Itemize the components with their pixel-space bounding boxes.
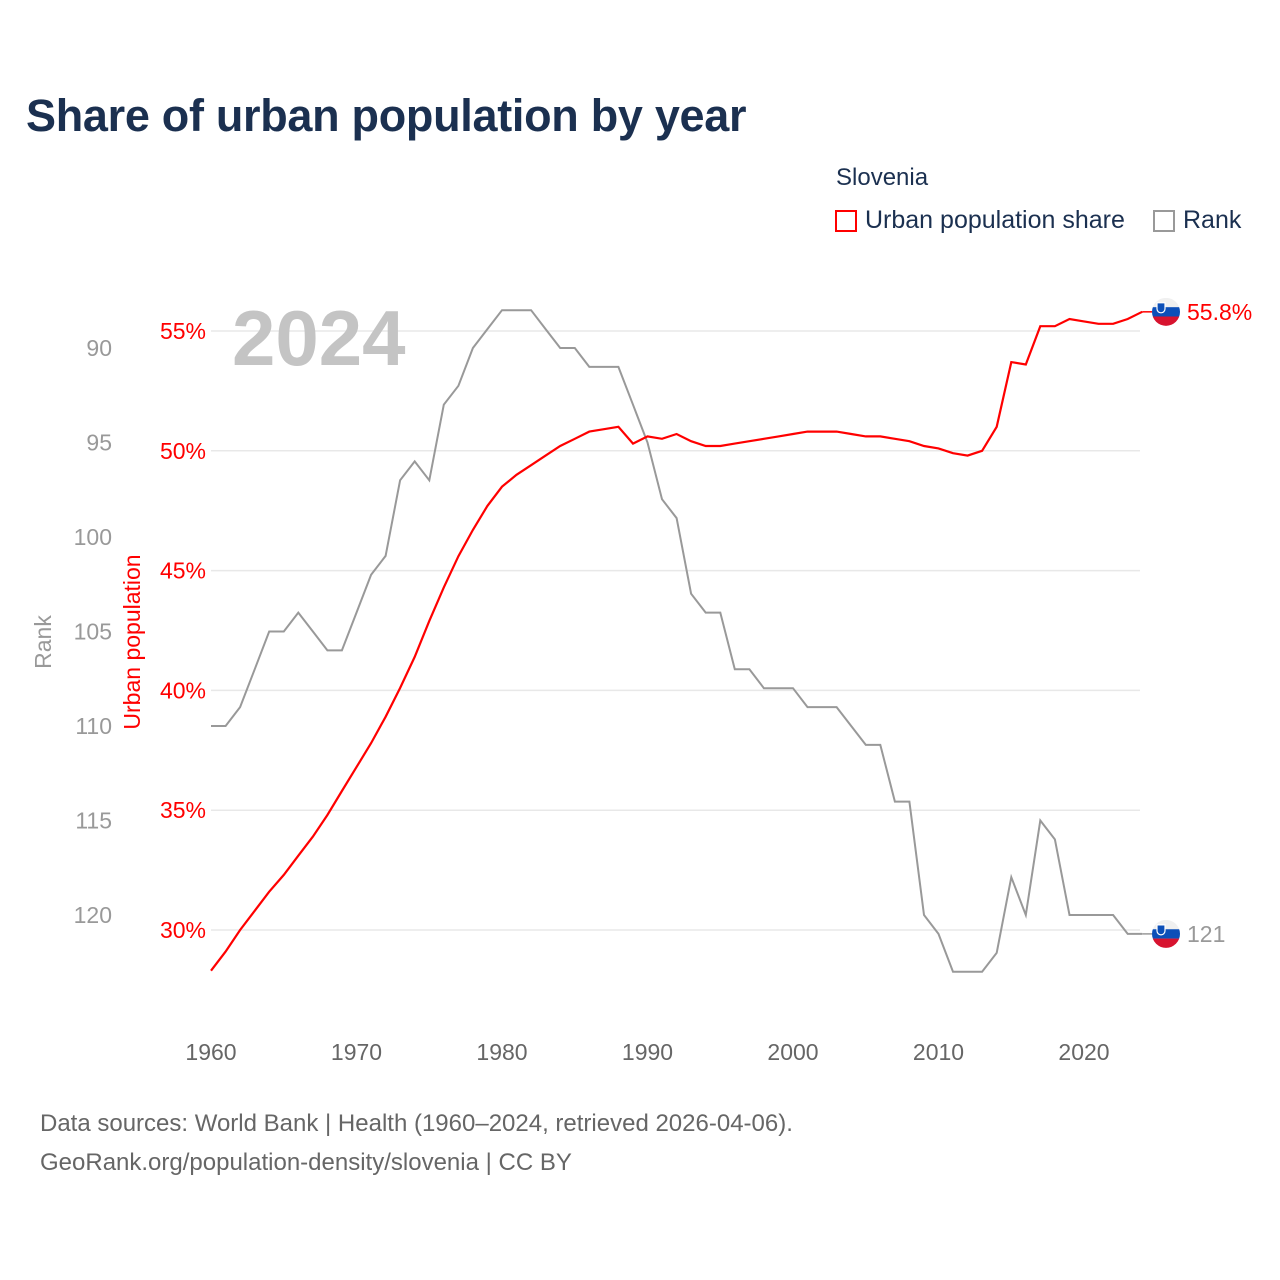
urban-tick-label: 45%	[160, 558, 206, 584]
urban-line	[210, 310, 1143, 972]
rank-tick-label: 95	[86, 430, 112, 456]
x-tick-label: 2010	[913, 1039, 964, 1065]
x-tick-label: 1980	[476, 1039, 527, 1065]
legend-swatch-rank	[1153, 209, 1175, 232]
urban-axis-label: Urban population	[119, 554, 145, 729]
rank-tick-label: 120	[74, 902, 112, 928]
footer-sources: Data sources: World Bank | Health (1960–…	[40, 1110, 793, 1137]
urban-tick-label: 50%	[160, 438, 206, 464]
legend-label-rank: Rank	[1183, 206, 1242, 234]
urban-tick-label: 30%	[160, 917, 206, 943]
rank-tick-label: 90	[86, 335, 112, 361]
x-tick-label: 1960	[185, 1039, 236, 1065]
legend-label-urban: Urban population share	[865, 206, 1125, 234]
rank-line	[211, 309, 1143, 973]
x-tick-label: 2000	[767, 1039, 818, 1065]
rank-tick-label: 105	[74, 619, 112, 645]
legend-title: Slovenia	[836, 164, 929, 191]
rank-axis-label: Rank	[30, 615, 56, 669]
x-tick-label: 1970	[331, 1039, 382, 1065]
urban-tick-label: 55%	[160, 318, 206, 344]
urban-tick-label: 35%	[160, 797, 206, 823]
slovenia-flag-icon	[1152, 297, 1180, 326]
footer-link[interactable]: GeoRank.org/population-density/slovenia …	[40, 1149, 572, 1176]
slovenia-flag-icon	[1152, 919, 1180, 948]
rank-end-label: 121	[1187, 921, 1225, 947]
year-watermark: 2024	[232, 294, 406, 382]
rank-tick-label: 100	[74, 524, 112, 550]
x-tick-label: 2020	[1058, 1039, 1109, 1065]
rank-tick-label: 110	[75, 713, 112, 739]
legend-item-rank[interactable]: Rank	[1153, 206, 1241, 235]
urban-tick-label: 40%	[160, 677, 206, 703]
urban-end-label: 55.8%	[1187, 299, 1252, 325]
rank-tick-label: 115	[75, 808, 112, 834]
x-tick-label: 1990	[622, 1039, 673, 1065]
chart-title: Share of urban population by year	[26, 90, 747, 141]
legend-item-urban[interactable]: Urban population share	[835, 206, 1125, 235]
legend-swatch-urban	[835, 209, 857, 232]
